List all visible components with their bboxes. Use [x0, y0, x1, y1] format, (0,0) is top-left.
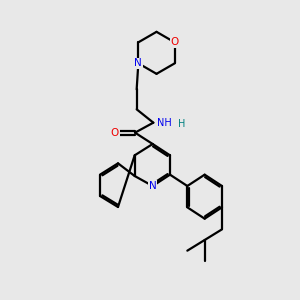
Text: NH: NH [157, 118, 172, 128]
Text: O: O [171, 37, 179, 47]
Text: H: H [178, 119, 186, 129]
Text: O: O [111, 128, 119, 138]
Text: N: N [134, 58, 142, 68]
Text: N: N [149, 181, 157, 191]
